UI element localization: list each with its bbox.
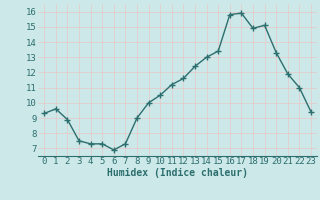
X-axis label: Humidex (Indice chaleur): Humidex (Indice chaleur) bbox=[107, 168, 248, 178]
